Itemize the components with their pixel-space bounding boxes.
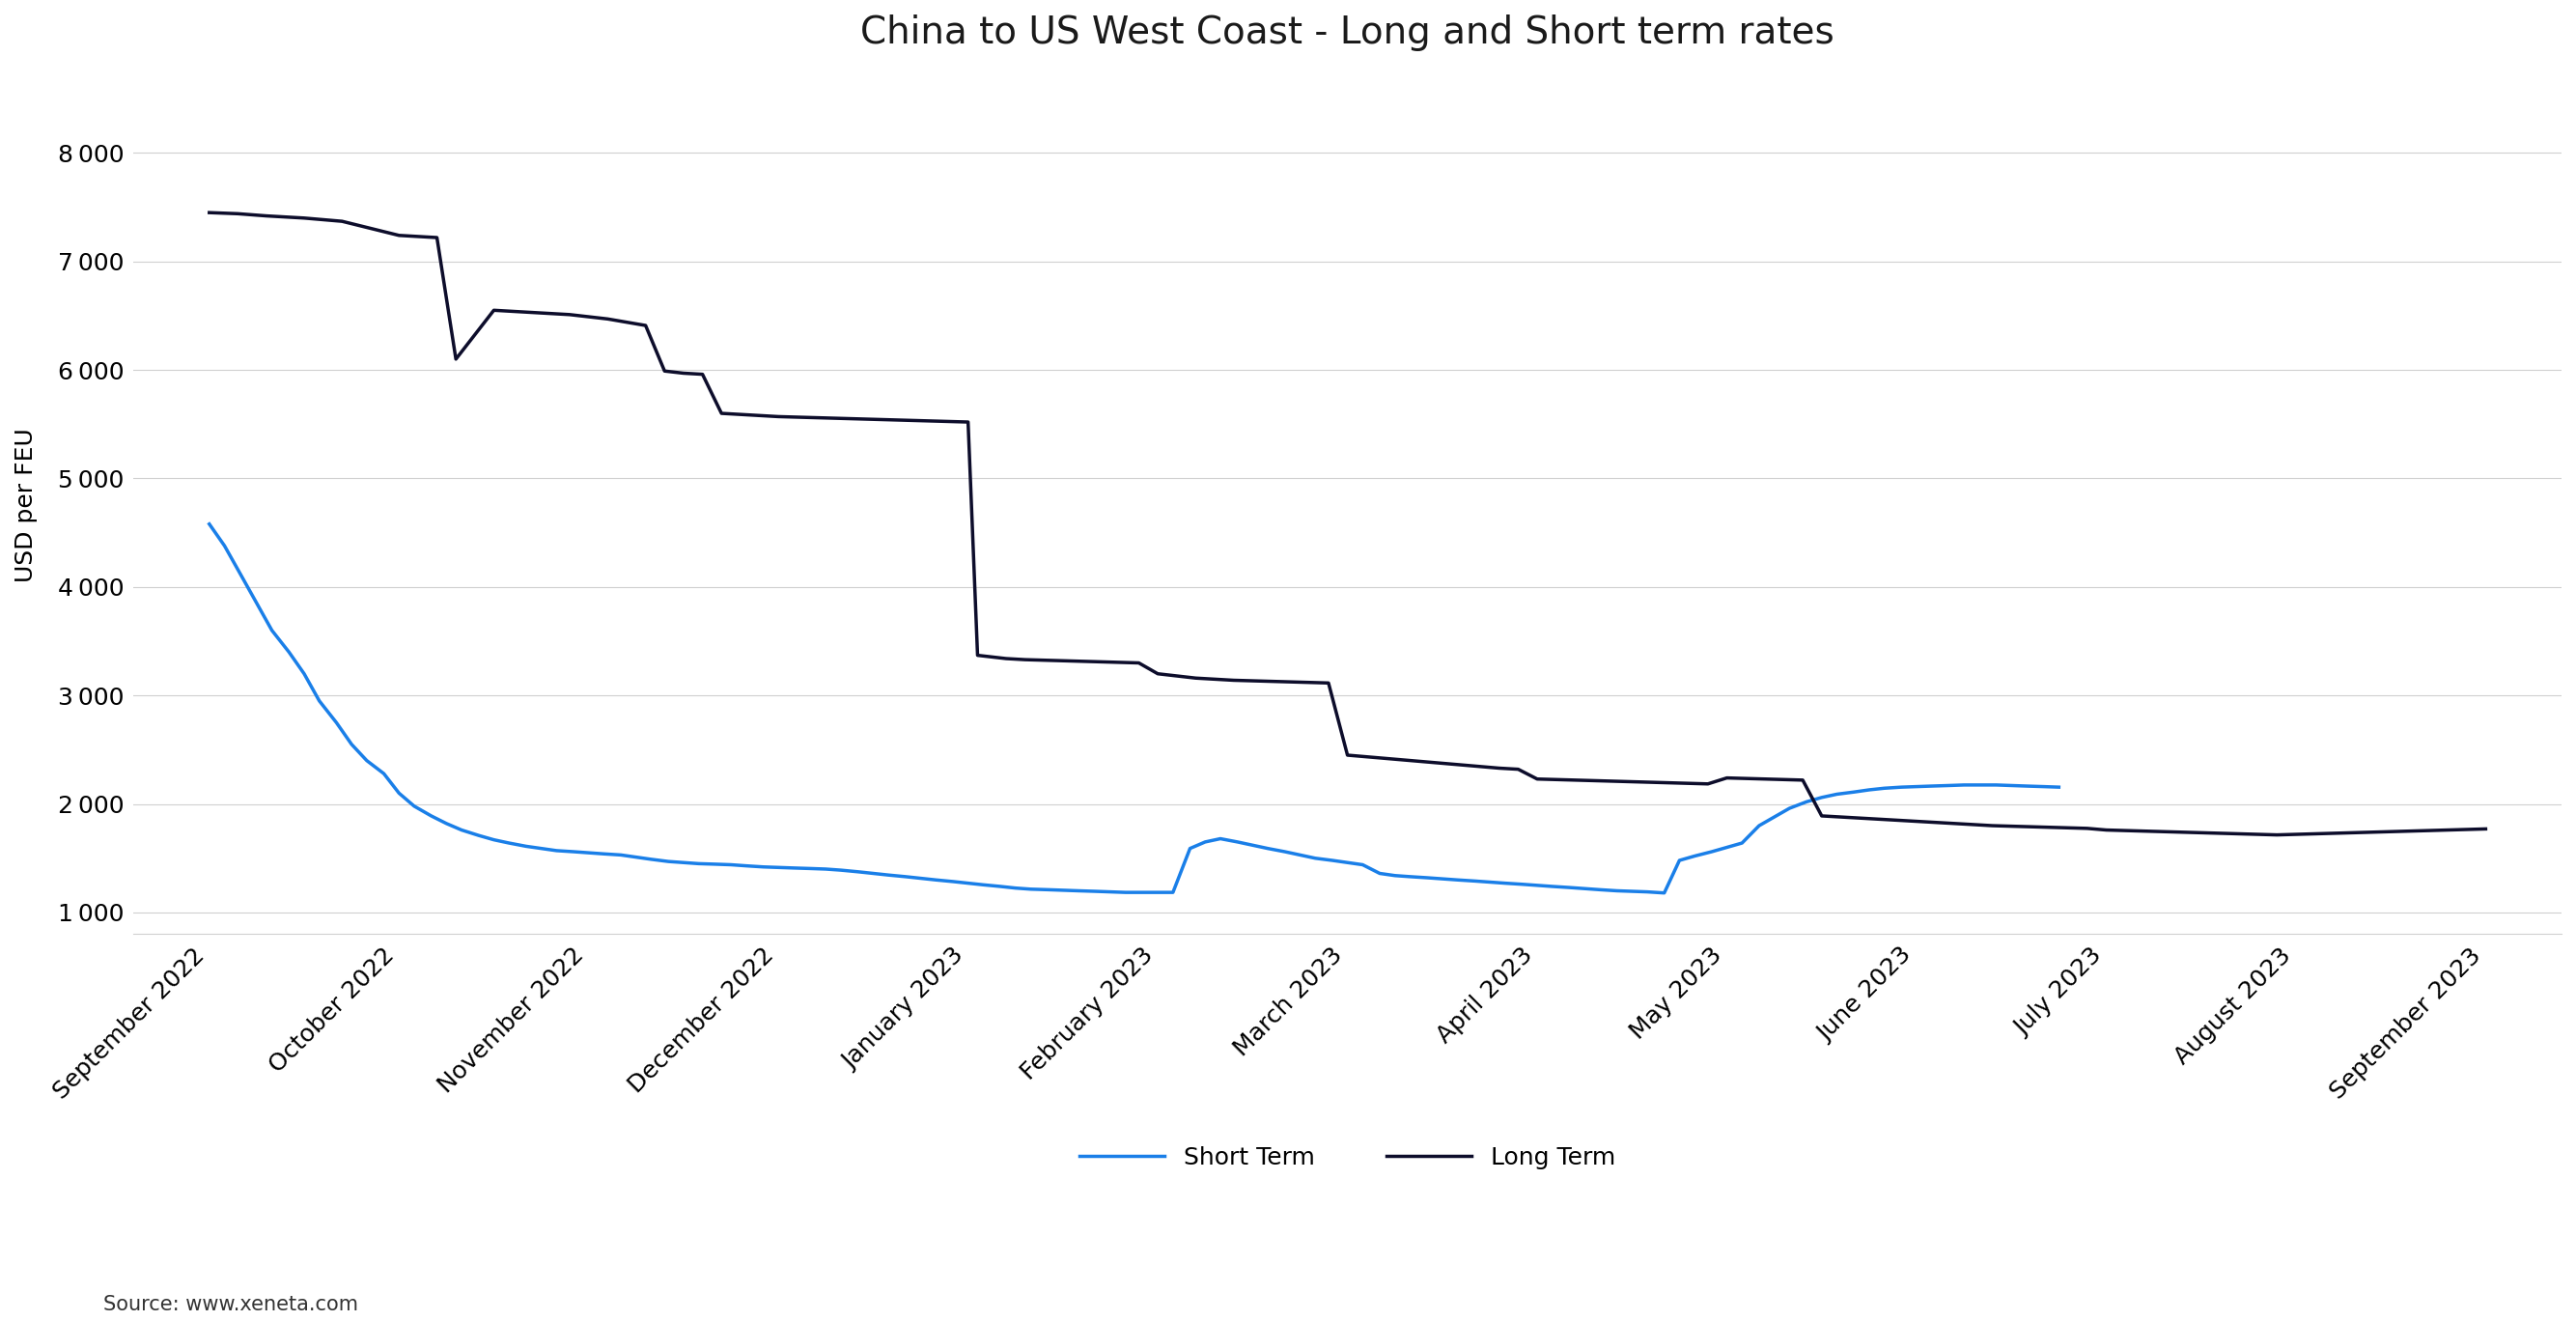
- Short Term: [193, 517, 224, 532]
- Line: Long Term: Long Term: [209, 213, 2486, 835]
- Y-axis label: USD per FEU: USD per FEU: [15, 428, 39, 583]
- Long Term: [193, 205, 224, 221]
- Short Term: [1618, 884, 1649, 900]
- Short Term: [2043, 779, 2074, 795]
- Line: Short Term: Short Term: [209, 524, 2058, 893]
- Long Term: [2470, 820, 2501, 836]
- Long Term: [2110, 823, 2141, 839]
- Long Term: [2318, 826, 2349, 841]
- Short Term: [399, 798, 430, 814]
- Legend: Short Term, Long Term: Short Term, Long Term: [1069, 1137, 1625, 1180]
- Short Term: [1664, 852, 1695, 868]
- Long Term: [2053, 820, 2084, 836]
- Text: Source: www.xeneta.com: Source: www.xeneta.com: [103, 1295, 358, 1314]
- Long Term: [1749, 771, 1780, 787]
- Title: China to US West Coast - Long and Short term rates: China to US West Coast - Long and Short …: [860, 15, 1834, 52]
- Long Term: [1028, 653, 1059, 668]
- Short Term: [574, 845, 605, 861]
- Short Term: [1649, 885, 1680, 901]
- Long Term: [2262, 827, 2293, 843]
- Short Term: [1473, 875, 1504, 890]
- Short Term: [824, 863, 855, 878]
- Long Term: [1618, 774, 1649, 790]
